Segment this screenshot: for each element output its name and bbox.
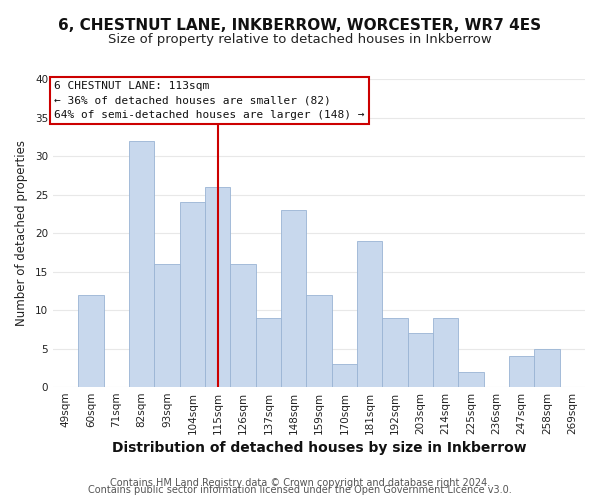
X-axis label: Distribution of detached houses by size in Inkberrow: Distribution of detached houses by size …	[112, 441, 526, 455]
Bar	[154, 264, 180, 387]
Bar	[407, 333, 433, 387]
Bar	[509, 356, 535, 387]
Text: 6 CHESTNUT LANE: 113sqm
← 36% of detached houses are smaller (82)
64% of semi-de: 6 CHESTNUT LANE: 113sqm ← 36% of detache…	[55, 80, 365, 120]
Bar	[433, 318, 458, 387]
Bar	[79, 294, 104, 387]
Bar	[230, 264, 256, 387]
Text: Contains HM Land Registry data © Crown copyright and database right 2024.: Contains HM Land Registry data © Crown c…	[110, 478, 490, 488]
Bar	[458, 372, 484, 387]
Text: Contains public sector information licensed under the Open Government Licence v3: Contains public sector information licen…	[88, 485, 512, 495]
Bar	[205, 187, 230, 387]
Y-axis label: Number of detached properties: Number of detached properties	[15, 140, 28, 326]
Bar	[332, 364, 357, 387]
Bar	[357, 240, 382, 387]
Bar	[129, 140, 154, 387]
Bar	[382, 318, 407, 387]
Text: Size of property relative to detached houses in Inkberrow: Size of property relative to detached ho…	[108, 32, 492, 46]
Bar	[307, 294, 332, 387]
Bar	[281, 210, 307, 387]
Bar	[535, 348, 560, 387]
Bar	[256, 318, 281, 387]
Bar	[180, 202, 205, 387]
Text: 6, CHESTNUT LANE, INKBERROW, WORCESTER, WR7 4ES: 6, CHESTNUT LANE, INKBERROW, WORCESTER, …	[58, 18, 542, 32]
